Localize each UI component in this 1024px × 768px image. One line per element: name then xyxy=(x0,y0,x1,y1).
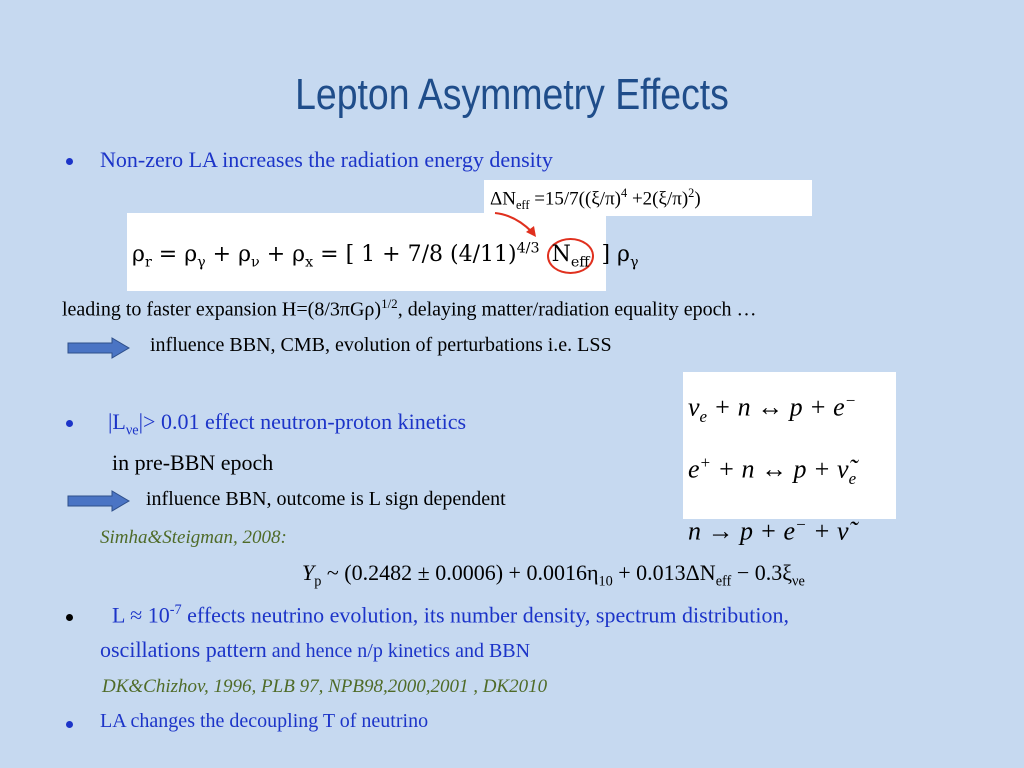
text-part: -7 xyxy=(169,602,182,618)
formula-part: + n ↔ p + ν̃ xyxy=(710,454,849,484)
arrow xyxy=(67,490,130,512)
consequence-text: influence BBN, outcome is L sign depende… xyxy=(146,488,506,510)
formula-part: γ xyxy=(629,254,639,271)
text-part: 1/2 xyxy=(381,296,398,311)
formula-part: e xyxy=(848,468,857,488)
text-part: , delaying matter/radiation equality epo… xyxy=(397,298,757,321)
bullet-text: LA changes the decoupling T of neutrino xyxy=(100,710,429,732)
formula-part: N xyxy=(551,242,571,267)
formula-part: 4 xyxy=(621,186,628,200)
formula-part: + xyxy=(699,452,711,472)
formula-part: − xyxy=(795,514,807,534)
pointer-arrow xyxy=(494,212,536,237)
formula-part: ν xyxy=(688,392,700,422)
formula-part: [ 1 + xyxy=(345,242,408,267)
formula-part: p xyxy=(314,573,322,590)
formula-part: 2 xyxy=(688,186,695,200)
formula-part: + ν̃ xyxy=(806,516,849,546)
expansion-text: leading to faster expansion H=(8/3πGρ)1/… xyxy=(62,296,756,322)
formula-part: e xyxy=(699,406,708,426)
bullet-dot xyxy=(66,721,73,728)
formula-part: − xyxy=(844,391,857,410)
bullet-text: oscillations pattern and hence n/p kinet… xyxy=(100,637,530,663)
slide-title: Lepton Asymmetry Effects xyxy=(295,70,729,119)
formula-part: ΔN xyxy=(490,188,516,210)
formula-part: =15/7((ξ/π) xyxy=(529,188,622,210)
text-part: |> 0.01 effect neutron-proton kinetics xyxy=(138,409,467,434)
formula-part: 7/8 xyxy=(407,242,444,267)
formula-box xyxy=(683,372,896,519)
formula-part: = xyxy=(313,242,346,267)
formula-part: ρ xyxy=(132,242,145,267)
formula-part: + ρ xyxy=(259,242,306,267)
formula-part: ) xyxy=(694,188,701,210)
formula-part: Y xyxy=(302,560,315,585)
formula-part: 4/3 xyxy=(516,240,540,257)
text-part: leading to faster expansion H=(8/3πGρ) xyxy=(62,298,382,321)
formula-part: γ xyxy=(197,254,206,271)
bullet-text: Non-zero LA increases the radiation ener… xyxy=(100,147,553,172)
formula-part: νe xyxy=(792,573,805,590)
reaction: n → p + e− + ν̃ xyxy=(688,502,856,555)
bullet-text: |Lνe|> 0.01 effect neutron-proton kineti… xyxy=(108,409,466,439)
bullet-dot xyxy=(66,158,73,165)
formula-part: ν xyxy=(251,254,260,271)
formula-part: +2(ξ/π) xyxy=(627,188,689,210)
text-part: νe xyxy=(125,422,139,439)
formula-box xyxy=(484,180,812,216)
reference: Simha&Steigman, 2008: xyxy=(100,527,287,548)
arrow xyxy=(67,337,130,359)
neff-formula: ΔNeff =15/7((ξ/π)4 +2(ξ/π)2) xyxy=(490,186,701,213)
formula-part: eff xyxy=(570,254,590,271)
formula-part: + 0.013ΔN xyxy=(612,560,716,585)
text-part: L ≈ 10 xyxy=(112,602,170,628)
text-part: and hence n/p kinetics and BBN xyxy=(266,640,531,662)
reaction: νe + n ↔ p + e− xyxy=(688,378,856,440)
reactions: νe + n ↔ p + e− e+ + n ↔ p + ν̃e n → p +… xyxy=(688,378,856,554)
text-part: |L xyxy=(108,409,126,434)
text-part: effects neutrino evolution, its number d… xyxy=(181,602,789,628)
formula-part: eff xyxy=(515,198,530,213)
bullet-dot xyxy=(66,614,73,621)
formula-part: + n ↔ p + e xyxy=(707,392,845,422)
reference: DK&Chizhov, 1996, PLB 97, NPB98,2000,200… xyxy=(102,676,548,697)
formula-part: r xyxy=(144,254,152,271)
formula-part: 10 xyxy=(598,573,613,590)
formula-part: (4/11) xyxy=(443,242,517,267)
formula-part: e xyxy=(688,454,700,484)
bullet-text: L ≈ 10-7 effects neutrino evolution, its… xyxy=(112,602,789,628)
reaction: e+ + n ↔ p + ν̃e xyxy=(688,440,856,502)
formula-part: eff xyxy=(715,573,732,590)
formula-part: ] ρ xyxy=(594,242,630,267)
formula-part: − 0.3ξ xyxy=(731,560,793,585)
formula-part: ~ (0.2482 ± 0.0006) + 0.0016η xyxy=(321,560,599,585)
yp-formula: Yp ~ (0.2482 ± 0.0006) + 0.0016η10 + 0.0… xyxy=(302,560,805,590)
formula-part: n → p + e xyxy=(688,516,796,546)
rho-formula: ρr = ργ + ρν + ρx = [ 1 + 7/8 (4/11)4/3 … xyxy=(132,238,639,275)
text-part: oscillations pattern xyxy=(100,637,267,662)
bullet-text: in pre-BBN epoch xyxy=(112,450,274,475)
formula-part: = ρ xyxy=(151,242,198,267)
bullet-dot xyxy=(66,420,73,427)
formula-part: + ρ xyxy=(205,242,252,267)
consequence-text: influence BBN, CMB, evolution of perturb… xyxy=(150,334,612,356)
formula-part: x xyxy=(305,254,314,271)
